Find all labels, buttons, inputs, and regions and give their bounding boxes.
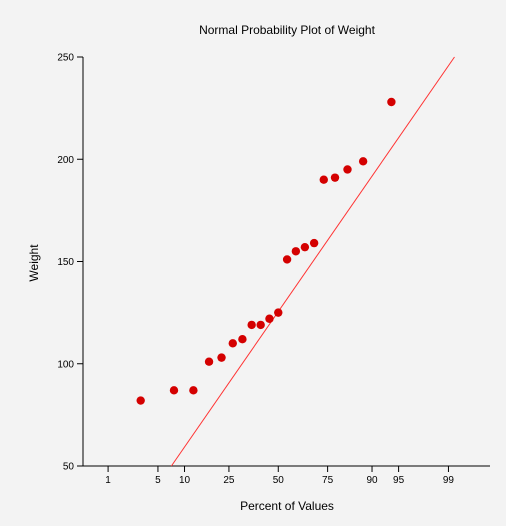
data-point <box>387 97 396 107</box>
reference-line-group <box>170 56 455 467</box>
data-point <box>247 320 256 330</box>
x-tick-label: 50 <box>273 475 285 486</box>
x-tick-label: 90 <box>366 475 378 486</box>
data-point <box>204 357 214 366</box>
y-tick-label: 150 <box>57 257 74 268</box>
x-tick-label: 10 <box>179 475 191 486</box>
x-tick-label: 75 <box>322 475 334 486</box>
y-tick-label: 200 <box>57 155 74 166</box>
chart-title: Normal Probability Plot of Weight <box>199 23 376 37</box>
data-points <box>136 97 396 405</box>
data-point <box>300 242 310 252</box>
data-point <box>169 386 179 395</box>
data-point <box>319 175 328 184</box>
y-tick-label: 250 <box>57 53 74 64</box>
x-tick-label: 25 <box>223 475 235 486</box>
x-tick-label: 5 <box>155 475 161 486</box>
x-tick-label: 95 <box>393 475 405 486</box>
data-point <box>358 157 368 166</box>
data-point <box>217 353 226 362</box>
data-point <box>228 339 237 348</box>
data-point <box>330 173 340 182</box>
x-axis-ticks: 1 5 10 25 50 75 90 95 99 <box>105 466 454 486</box>
data-point <box>256 320 265 330</box>
y-tick-label: 100 <box>57 359 74 370</box>
data-point <box>265 314 274 323</box>
data-point <box>238 335 247 344</box>
data-point <box>291 247 301 256</box>
data-point <box>309 238 319 248</box>
x-tick-label: 99 <box>443 475 455 486</box>
y-axis-label: Weight <box>27 244 41 282</box>
y-axis-ticks: 50 100 150 200 250 <box>57 53 83 473</box>
x-tick-label: 1 <box>105 475 111 486</box>
data-point <box>343 165 352 174</box>
reference-line <box>170 56 455 467</box>
data-point <box>136 396 145 405</box>
y-tick-label: 50 <box>63 462 75 473</box>
x-axis-label: Percent of Values <box>240 499 334 513</box>
data-point <box>282 255 292 264</box>
data-point <box>274 308 283 317</box>
data-point <box>189 386 198 395</box>
